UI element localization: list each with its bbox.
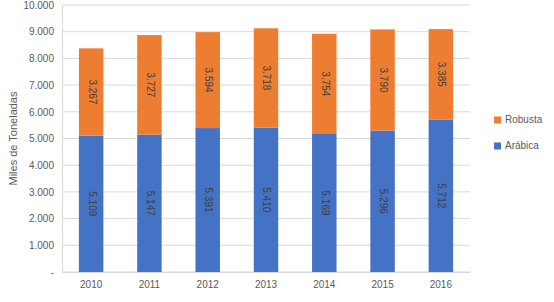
y-tick: 6.000 <box>29 107 62 118</box>
y-tick-label: 1.000 <box>29 240 54 251</box>
x-tick-label: 2016 <box>430 279 453 290</box>
data-label: 3.267 <box>87 79 98 104</box>
y-tick-label: 10.000 <box>23 0 54 11</box>
data-label: 3.727 <box>145 72 156 97</box>
bar <box>79 48 103 135</box>
data-label: 5.712 <box>436 183 447 208</box>
data-label: 3.790 <box>378 67 389 92</box>
x-tick-label: 2010 <box>80 279 103 290</box>
x-tick-label: 2011 <box>139 279 161 290</box>
y-tick-label: 2.000 <box>29 213 54 224</box>
y-tick: 10.000 <box>23 0 62 11</box>
bar <box>79 136 103 272</box>
y-tick-label: 9.000 <box>29 26 54 37</box>
x-tick: 2010 <box>80 272 103 290</box>
data-label: 3.385 <box>436 62 447 87</box>
y-tick-label: 3.000 <box>29 187 54 198</box>
bar <box>312 134 336 272</box>
y-tick-label: 5.000 <box>29 133 54 144</box>
data-labels: 5.109 5.147 5.391 5.410 5.169 5.296 5.712 3.267… <box>87 62 448 217</box>
bar <box>312 34 336 134</box>
grid-line <box>62 5 470 6</box>
x-tick-label: 2013 <box>255 279 278 290</box>
x-tick: 2014 <box>313 272 336 290</box>
x-axis-line <box>63 272 471 273</box>
data-label: 5.391 <box>203 188 214 213</box>
bar <box>370 131 394 272</box>
chart: - 1.000 2.000 3.000 4.000 5.000 6.000 7.000 8.00… <box>0 0 554 302</box>
legend: Robusta Arábica <box>494 114 543 151</box>
bar <box>254 128 278 272</box>
bar <box>429 119 453 272</box>
x-tick-label: 2012 <box>197 279 220 290</box>
data-label: 3.718 <box>261 65 272 90</box>
y-tick: 3.000 <box>29 187 62 198</box>
y-tick-label: 4.000 <box>29 160 54 171</box>
y-tick: 1.000 <box>29 240 62 251</box>
y-tick: 8.000 <box>29 53 62 64</box>
x-tick-label: 2014 <box>313 279 336 290</box>
data-label: 3.594 <box>203 68 214 93</box>
legend-swatch <box>494 117 501 124</box>
data-label: 5.296 <box>378 189 389 214</box>
grid <box>62 5 470 272</box>
data-label: 5.169 <box>320 190 331 215</box>
y-tick-label: 6.000 <box>29 107 54 118</box>
bar <box>370 29 394 130</box>
x-tick-label: 2015 <box>371 279 394 290</box>
y-tick: 7.000 <box>29 80 62 91</box>
series-bars <box>79 28 453 135</box>
x-tick: 2013 <box>255 272 278 290</box>
x-tick: 2016 <box>430 272 453 290</box>
bars <box>79 28 453 272</box>
y-tick-label: 7.000 <box>29 80 54 91</box>
y-tick: 4.000 <box>29 160 62 171</box>
legend-label: Arábica <box>505 140 539 151</box>
data-label: 5.147 <box>145 191 156 216</box>
data-label: 5.109 <box>87 191 98 216</box>
bar <box>137 35 161 135</box>
x-axis: 2010 2011 2012 2013 2014 2015 2016 <box>63 272 471 290</box>
y-tick: 9.000 <box>29 26 62 37</box>
series-bars <box>79 119 453 272</box>
y-axis: - 1.000 2.000 3.000 4.000 5.000 6.000 7.000 8.00… <box>23 0 62 278</box>
bar <box>195 128 219 272</box>
legend-label: Robusta <box>505 114 543 125</box>
y-tick: - <box>51 267 62 278</box>
data-label: 3.754 <box>320 71 331 96</box>
x-tick: 2011 <box>139 272 161 290</box>
x-tick: 2015 <box>371 272 394 290</box>
y-axis-title: Miles de Toneladas <box>7 91 19 185</box>
y-axis-line <box>62 6 63 273</box>
y-tick-label: 8.000 <box>29 53 54 64</box>
bar <box>429 29 453 119</box>
y-tick: 5.000 <box>29 133 62 144</box>
y-tick: 2.000 <box>29 213 62 224</box>
bar <box>254 28 278 127</box>
bar <box>195 32 219 128</box>
legend-swatch <box>494 143 501 150</box>
y-tick-label: - <box>51 267 54 278</box>
data-label: 5.410 <box>261 187 272 212</box>
bar <box>137 135 161 272</box>
x-tick: 2012 <box>197 272 220 290</box>
